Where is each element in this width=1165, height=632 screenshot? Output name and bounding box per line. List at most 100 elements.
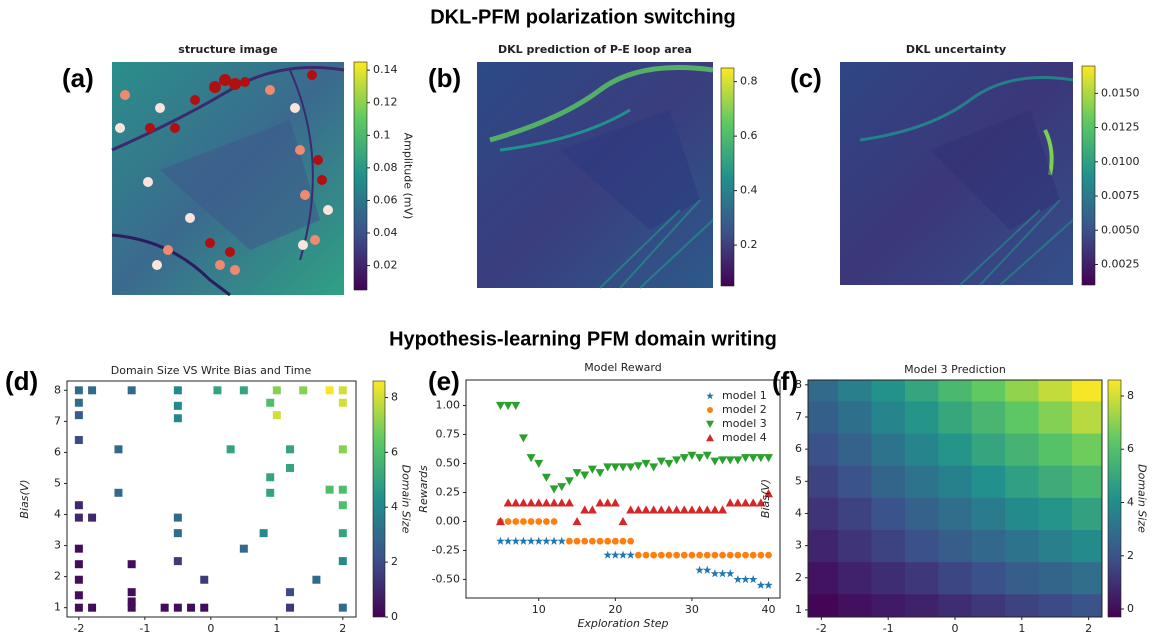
point (550, 485, 559, 493)
point (174, 529, 182, 537)
point (240, 386, 248, 394)
point (726, 569, 735, 577)
heatmap-cell (1039, 369, 1073, 402)
prediction-image (477, 62, 713, 288)
point (75, 576, 83, 584)
heatmap-cell (838, 530, 872, 563)
legend-marker (706, 434, 714, 441)
heatmap-cell (1072, 401, 1106, 434)
y-tick-label: 7 (795, 410, 802, 423)
heatmap-cell (805, 369, 839, 402)
point (543, 518, 550, 525)
point (672, 456, 681, 464)
uncertainty-image (840, 62, 1073, 285)
point (75, 545, 83, 553)
point (339, 386, 347, 394)
heatmap-cell (938, 465, 972, 498)
point (619, 463, 628, 471)
point (741, 575, 750, 583)
point (711, 569, 720, 577)
heatmap-cell (1005, 433, 1039, 466)
point (542, 474, 551, 482)
x-tick-label: 1 (1018, 622, 1025, 632)
colorbar-tick-label: 0.1 (373, 128, 391, 141)
heatmap-cell (1039, 530, 1073, 563)
point (187, 604, 195, 612)
point (574, 538, 581, 545)
point (286, 588, 294, 596)
point (604, 538, 611, 545)
x-tick-label: 0 (952, 622, 959, 632)
y-tick-label: 1 (795, 603, 802, 616)
heatmap-cell (905, 401, 939, 434)
point (75, 436, 83, 444)
point (657, 458, 666, 466)
point (703, 505, 712, 513)
point (680, 454, 689, 462)
point (75, 560, 83, 568)
x-tick-label: 0 (207, 622, 214, 632)
heatmap-cell (1039, 401, 1073, 434)
y-tick-label: 3 (795, 539, 802, 552)
heatmap-cell (871, 530, 905, 563)
point (741, 498, 750, 506)
heatmap-cell (1072, 562, 1106, 595)
heatmap-cell (871, 465, 905, 498)
legend-label: model 3 (722, 417, 767, 430)
point (735, 552, 742, 559)
point (695, 505, 704, 513)
colorbar-tick-label: 0.4 (740, 184, 758, 197)
point (326, 486, 334, 494)
x-tick-label: 30 (685, 603, 699, 616)
panel-label: (c) (790, 63, 822, 93)
heatmap-cell (805, 401, 839, 434)
point (580, 471, 589, 479)
point (619, 551, 628, 559)
heatmap-cell (972, 562, 1006, 595)
point (603, 463, 612, 471)
y-tick-label: 7 (54, 414, 61, 427)
point (534, 498, 543, 506)
point (596, 469, 605, 477)
point (650, 552, 657, 559)
y-tick-label: 8 (795, 378, 802, 391)
point (580, 505, 589, 513)
y-tick-label: 0.75 (436, 428, 461, 441)
point (581, 538, 588, 545)
point (566, 538, 573, 545)
colorbar-tick-label: 2 (391, 555, 398, 568)
point (88, 386, 96, 394)
colorbar-tick-label: 0.8 (740, 75, 758, 88)
point (505, 518, 512, 525)
point (657, 505, 666, 513)
section-heading: DKL-PFM polarization switching (430, 6, 736, 28)
heatmap-cell (1039, 465, 1073, 498)
point (611, 498, 620, 506)
point (128, 560, 136, 568)
point (75, 591, 83, 599)
point (504, 498, 513, 506)
point (565, 498, 574, 506)
point (512, 518, 519, 525)
y-tick-label: 8 (54, 383, 61, 396)
heatmap-cell (871, 433, 905, 466)
colorbar-tick-label: 0.06 (373, 193, 398, 206)
point (520, 518, 527, 525)
heatmap-cell (938, 401, 972, 434)
x-tick-label: 10 (532, 603, 546, 616)
heatmap-cell (805, 497, 839, 530)
point (634, 462, 643, 470)
point (266, 489, 274, 497)
point (756, 454, 765, 462)
structure-image (112, 62, 344, 295)
heatmap-cell (805, 530, 839, 563)
point (726, 456, 735, 464)
point (718, 456, 727, 464)
heatmap-cell (938, 433, 972, 466)
y-tick-label: 5 (795, 474, 802, 487)
point (689, 552, 696, 559)
heatmap-cell (905, 562, 939, 595)
section-heading: Hypothesis-learning PFM domain writing (389, 328, 777, 350)
heatmap-cell (938, 562, 972, 595)
point (687, 505, 696, 513)
